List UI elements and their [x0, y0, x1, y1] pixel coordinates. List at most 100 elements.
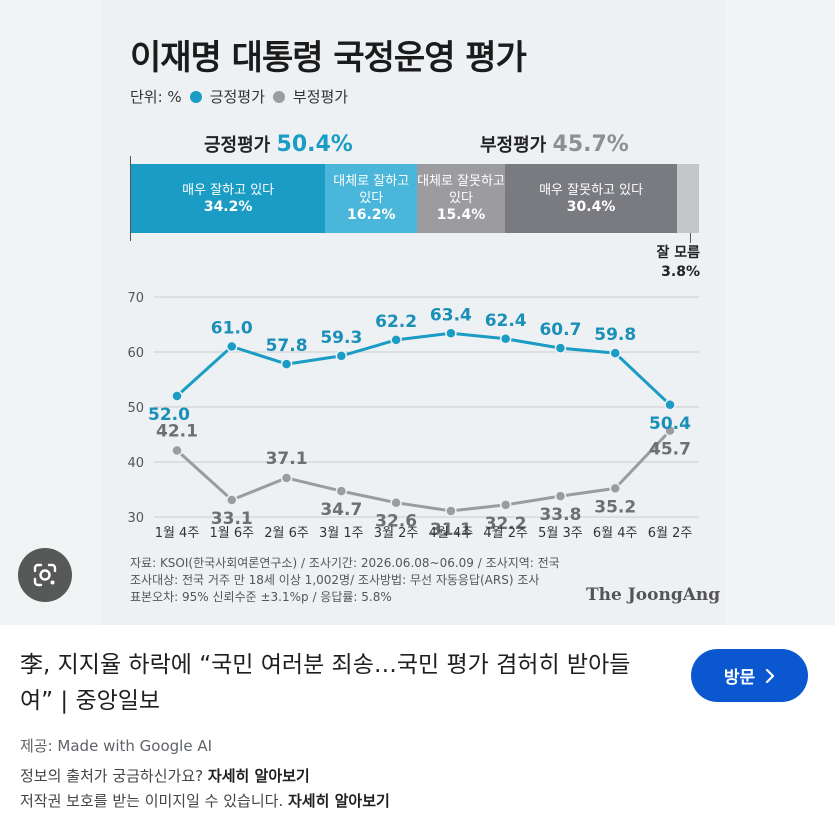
- segment-label: 대체로 잘하고 있다: [333, 174, 410, 206]
- positive-summary-label: 긍정평가: [204, 135, 271, 156]
- data-point: [280, 472, 293, 484]
- data-point: [609, 347, 621, 359]
- data-label: 35.2: [594, 497, 636, 517]
- data-point: [171, 444, 183, 457]
- chevron-right-icon: [766, 668, 775, 683]
- x-tick-label: 6월 4주: [593, 526, 638, 541]
- data-label: 61.0: [211, 319, 253, 339]
- source-info: 정보의 출처가 궁금하신가요? 자세히 알아보기: [20, 765, 310, 786]
- data-label: 59.8: [594, 325, 636, 345]
- line-chart: 30 40 50 60 70 52.0 61.0 57.8 59.3 62.2 63.4 62.4 6…: [127, 291, 699, 541]
- negative-summary: 부정평가 45.7%: [480, 131, 629, 157]
- data-label: 57.8: [266, 336, 308, 356]
- footnote-line: 자료: KSOI(한국사회여론연구소) / 조사기간: 2026.06.08~0…: [130, 556, 560, 570]
- segment-fairly-good: 대체로 잘하고 있다 16.2%: [325, 164, 418, 233]
- brand-logo: The JoongAng: [586, 585, 721, 605]
- x-tick-label: 1월 6주: [209, 526, 254, 541]
- data-label: 63.4: [430, 305, 472, 325]
- data-label: 52.0: [148, 405, 190, 425]
- positive-summary-value: 50.4%: [276, 132, 353, 157]
- visit-label: 방문: [723, 668, 756, 687]
- series-line-positive: [175, 331, 672, 406]
- source-info-text: 정보의 출처가 궁금하신가요?: [20, 767, 204, 785]
- data-label: 33.1: [211, 509, 253, 529]
- data-point: [554, 342, 567, 354]
- y-tick-label: 40: [127, 456, 144, 471]
- y-tick-label: 50: [127, 401, 144, 416]
- segment-label: 대체로 잘못하고 있다: [417, 174, 505, 206]
- y-tick-label: 30: [127, 511, 144, 526]
- data-label: 62.4: [485, 311, 527, 331]
- visit-button[interactable]: 방문: [691, 649, 808, 702]
- footnote-line: 표본오차: 95% 신뢰수준 ±3.1%p / 응답률: 5.8%: [130, 590, 392, 604]
- data-point: [335, 350, 348, 362]
- data-point: [226, 340, 238, 353]
- bar-axis-line: [130, 156, 131, 241]
- segment-label: 매우 잘하고 있다: [182, 182, 275, 198]
- segment-value: 15.4%: [436, 207, 486, 223]
- data-label: 45.7: [649, 440, 691, 460]
- legend-unit: 단위: %: [130, 88, 182, 106]
- segment-value: 16.2%: [346, 207, 396, 223]
- data-label: 50.4: [649, 414, 691, 434]
- segment-value: 34.2%: [203, 198, 253, 215]
- copyright-info: 저작권 보호를 받는 이미지일 수 있습니다. 자세히 알아보기: [20, 790, 390, 811]
- data-point: [499, 333, 512, 345]
- footnote-line: 조사대상: 전국 거주 만 18세 이상 1,002명/ 조사방법: 무선 자동…: [130, 573, 540, 587]
- x-tick-label: 6월 2주: [648, 526, 693, 541]
- negative-summary-value: 45.7%: [552, 132, 629, 157]
- data-label: 33.8: [539, 505, 581, 525]
- lens-icon: [33, 563, 57, 587]
- data-point: [664, 399, 676, 411]
- data-point: [390, 334, 402, 346]
- result-caption-link[interactable]: 李, 지지율 하락에 “국민 여러분 죄송…국민 평가 겸허히 받아들여” | …: [20, 652, 631, 714]
- data-point: [226, 494, 238, 506]
- segment-dont-know: [677, 164, 699, 233]
- data-label: 32.2: [485, 514, 527, 534]
- data-label: 31.1: [430, 520, 472, 540]
- data-label: 42.1: [156, 421, 198, 441]
- data-point: [280, 358, 293, 370]
- segment-fairly-bad: 대체로 잘못하고 있다 15.4%: [417, 164, 505, 233]
- data-label: 34.7: [320, 500, 362, 520]
- copyright-text: 저작권 보호를 받는 이미지일 수 있습니다.: [20, 792, 284, 810]
- provider-text: 제공: Made with Google AI: [20, 737, 213, 755]
- dont-know-value: 3.8%: [661, 264, 700, 280]
- data-point: [390, 496, 402, 509]
- data-point: [554, 490, 567, 502]
- x-tick-label: 4월 2주: [483, 526, 528, 541]
- segment-very-bad: 매우 잘못하고 있다 30.4%: [504, 164, 678, 233]
- data-point: [171, 390, 183, 402]
- series-line-negative: [175, 429, 672, 513]
- data-point: [609, 482, 621, 495]
- copyright-link[interactable]: 자세히 알아보기: [288, 792, 390, 810]
- legend-negative: 부정평가: [292, 88, 349, 106]
- data-label: 59.3: [320, 328, 362, 348]
- positive-summary: 긍정평가 50.4%: [204, 131, 353, 157]
- positive-dot-icon: [189, 90, 202, 103]
- legend: 단위: % 긍정평가 부정평가: [130, 86, 348, 107]
- x-tick-label: 1월 4주: [155, 526, 200, 541]
- google-lens-button[interactable]: [18, 548, 72, 602]
- x-tick-label: 3월 1주: [319, 526, 364, 541]
- data-label: 32.6: [375, 512, 417, 532]
- x-tick-label: 3월 2주: [374, 526, 419, 541]
- y-tick-label: 70: [127, 291, 144, 306]
- segment-label: 매우 잘못하고 있다: [539, 182, 644, 198]
- infographic-card: 이재명 대통령 국정운영 평가 단위: % 긍정평가 부정평가 긍정평가 50.…: [102, 0, 725, 625]
- data-point: [499, 499, 512, 511]
- source-footnote: 자료: KSOI(한국사회여론연구소) / 조사기간: 2026.06.08~0…: [130, 555, 560, 606]
- segment-very-good: 매우 잘하고 있다 34.2%: [131, 164, 326, 233]
- data-label: 37.1: [266, 449, 308, 469]
- data-point: [445, 327, 457, 340]
- negative-summary-label: 부정평가: [480, 135, 547, 156]
- dont-know-label: 잘 모름: [656, 245, 700, 261]
- data-point: [335, 485, 348, 497]
- x-tick-label: 2월 6주: [264, 526, 309, 541]
- data-point: [664, 424, 676, 437]
- stacked-bar: 매우 잘하고 있다 34.2% 대체로 잘하고 있다 16.2% 대체로 잘못하…: [131, 164, 699, 233]
- legend-positive: 긍정평가: [209, 88, 265, 106]
- infographic-title: 이재명 대통령 국정운영 평가: [130, 38, 527, 78]
- y-tick-label: 60: [127, 346, 144, 361]
- source-info-link[interactable]: 자세히 알아보기: [207, 767, 310, 785]
